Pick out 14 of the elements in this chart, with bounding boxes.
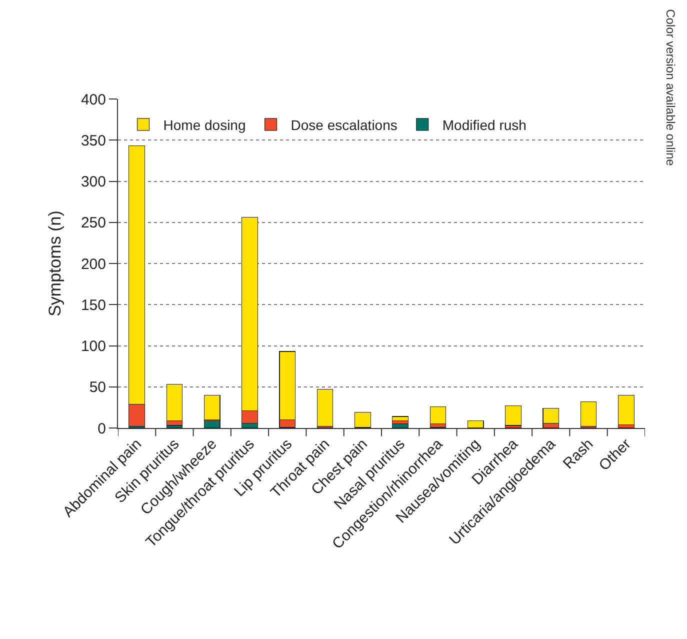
legend-label: Dose escalations: [290, 116, 398, 133]
y-tick-label: 350: [80, 132, 106, 150]
legend-label: Modified rush: [442, 116, 526, 133]
legend-label: Home dosing: [163, 116, 246, 133]
y-tick-label: 400: [80, 91, 106, 108]
y-tick-label: 250: [80, 214, 106, 232]
y-tick-label: 200: [80, 256, 106, 273]
y-tick-label: 0: [98, 420, 106, 438]
y-tick-label: 150: [80, 296, 106, 314]
y-tick-label: 100: [80, 338, 106, 355]
y-tick-label: 50: [89, 379, 106, 396]
text: Color version available online: [664, 9, 678, 166]
y-tick-label: 300: [80, 174, 106, 190]
y-axis-title: Symptoms (n): [46, 210, 65, 316]
